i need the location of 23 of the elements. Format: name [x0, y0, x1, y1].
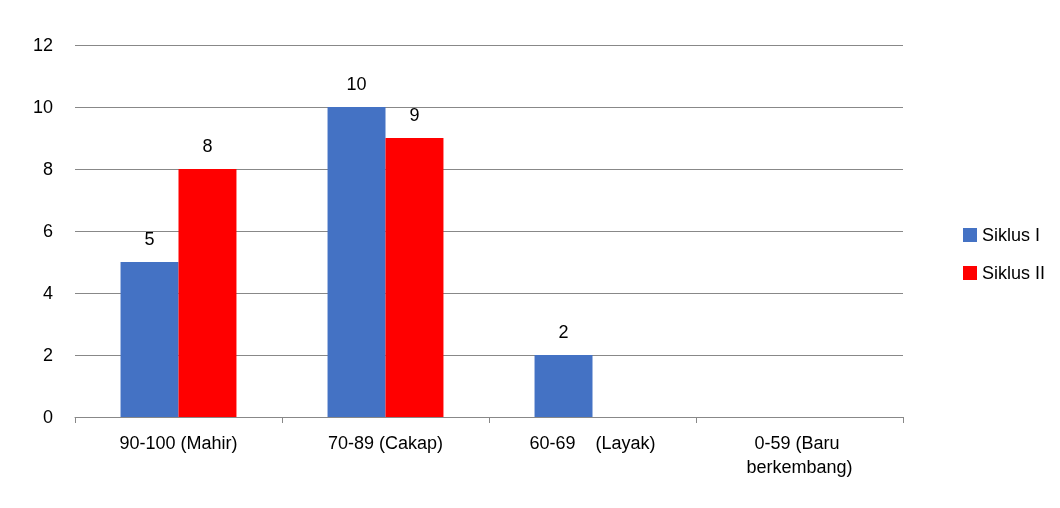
data-label: 9	[409, 105, 420, 125]
x-tick-label: 60-69 (Layak)	[529, 433, 656, 453]
x-tick-label: 70-89 (Cakap)	[327, 433, 444, 453]
y-tick-label: 4	[42, 283, 53, 303]
y-tick-label: 10	[32, 97, 53, 117]
x-tick-label: 0-59 (Baru berkembang)	[746, 433, 853, 477]
data-label: 8	[202, 136, 213, 156]
y-tick-label: 12	[32, 35, 53, 55]
bar	[327, 107, 386, 417]
x-tick-label: 90-100 (Mahir)	[119, 433, 238, 453]
bar	[120, 262, 179, 417]
y-tick-label: 2	[42, 345, 53, 365]
bar	[385, 138, 444, 417]
bar	[534, 355, 593, 417]
bar	[178, 169, 237, 417]
data-label: 10	[346, 74, 367, 94]
data-label: 5	[144, 229, 155, 249]
legend-label: Siklus II	[981, 263, 1046, 283]
y-tick-label: 8	[42, 159, 53, 179]
data-label: 2	[558, 322, 569, 342]
y-tick-label: 6	[42, 221, 53, 241]
legend-label: Siklus I	[981, 225, 1041, 245]
y-tick-label: 0	[42, 407, 53, 427]
